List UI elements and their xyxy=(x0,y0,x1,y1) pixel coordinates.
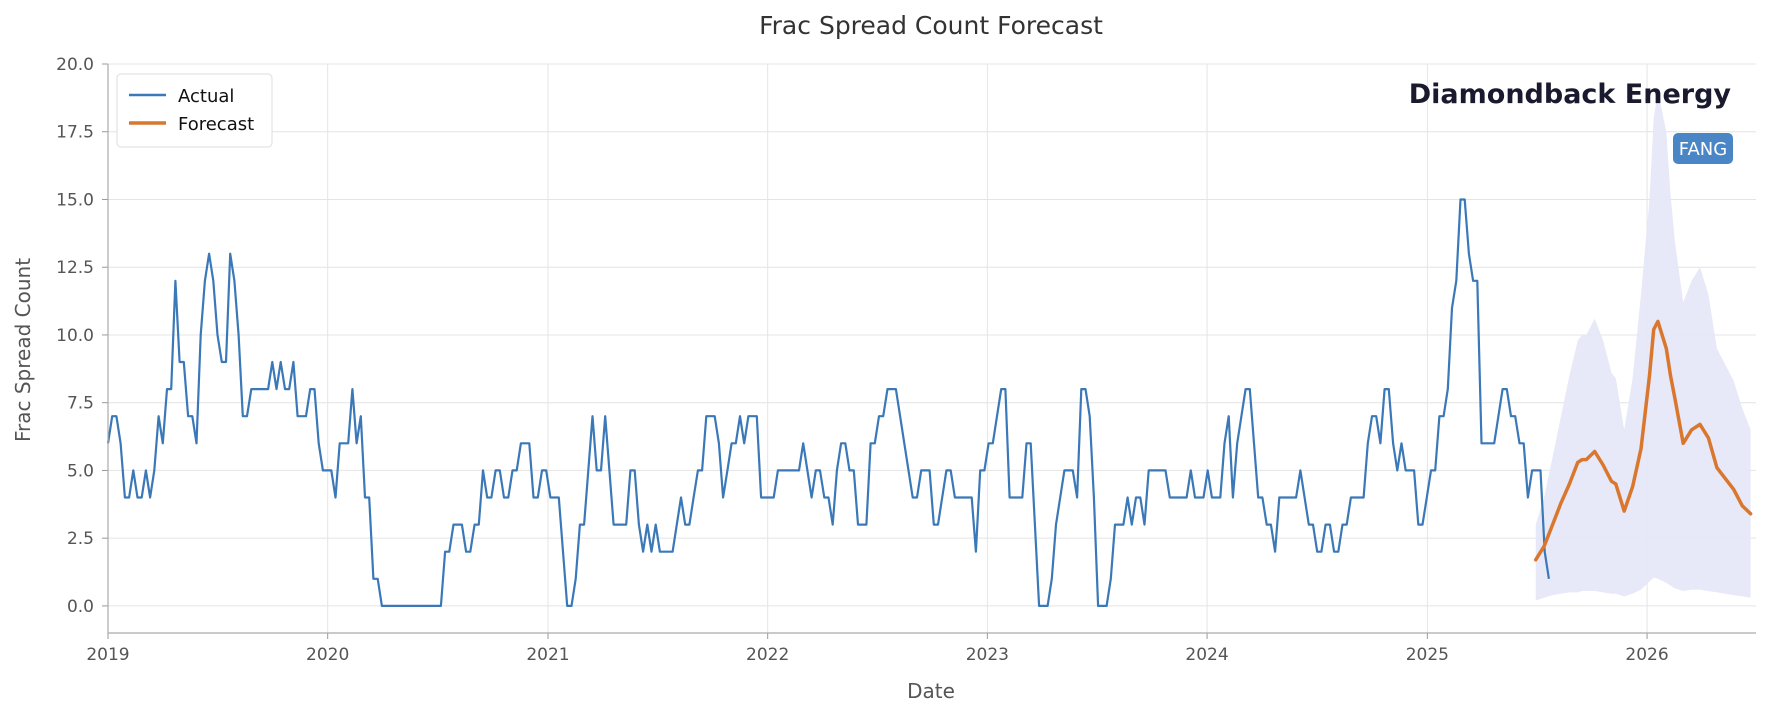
legend-box xyxy=(116,73,273,148)
y-tick-label: 12.5 xyxy=(56,258,94,278)
ticker-badge: FANG xyxy=(1673,133,1733,164)
forecast-confidence-band xyxy=(1535,91,1751,601)
y-tick-label: 20.0 xyxy=(56,55,94,75)
y-tick-label: 10.0 xyxy=(56,326,94,346)
actual-series-line xyxy=(106,198,1550,607)
x-tick-label: 2026 xyxy=(1625,645,1668,665)
chart-title: Frac Spread Count Forecast xyxy=(759,11,1103,40)
company-name: Diamondback Energy xyxy=(1409,79,1732,110)
x-tick-labels: 2019 2020 2021 2022 2023 2024 2025 2026 xyxy=(86,645,1668,665)
ticker-label: FANG xyxy=(1679,139,1727,160)
legend-label-actual: Actual xyxy=(178,86,234,107)
x-tick-label: 2025 xyxy=(1406,645,1449,665)
x-tick-label: 2021 xyxy=(526,645,569,665)
ticker-badge-bg xyxy=(1673,133,1733,164)
y-axis-title: Frac Spread Count xyxy=(11,258,35,442)
forecast-band-layer xyxy=(1535,91,1751,601)
x-tick-label: 2022 xyxy=(746,645,789,665)
y-tick-label: 5.0 xyxy=(67,461,94,481)
y-tick-label: 15.0 xyxy=(56,190,94,210)
legend-label-forecast: Forecast xyxy=(178,114,254,135)
series-layer xyxy=(106,198,1753,607)
forecast-series-line xyxy=(1533,319,1753,562)
x-tick-label: 2024 xyxy=(1185,645,1228,665)
y-tick-label: 2.5 xyxy=(67,529,94,549)
x-tick-label: 2019 xyxy=(86,645,129,665)
legend: Actual Forecast xyxy=(116,73,273,148)
grid xyxy=(107,63,1756,633)
y-tick-label: 17.5 xyxy=(56,123,94,143)
x-tick-label: 2023 xyxy=(966,645,1009,665)
x-axis-title: Date xyxy=(907,679,955,703)
y-tick-label: 0.0 xyxy=(67,597,94,617)
y-tick-label: 7.5 xyxy=(67,394,94,414)
x-tick-label: 2020 xyxy=(306,645,349,665)
y-tick-labels: 0.0 2.5 5.0 7.5 10.0 12.5 15.0 17.5 20.0 xyxy=(56,55,94,617)
axes xyxy=(102,63,1756,639)
